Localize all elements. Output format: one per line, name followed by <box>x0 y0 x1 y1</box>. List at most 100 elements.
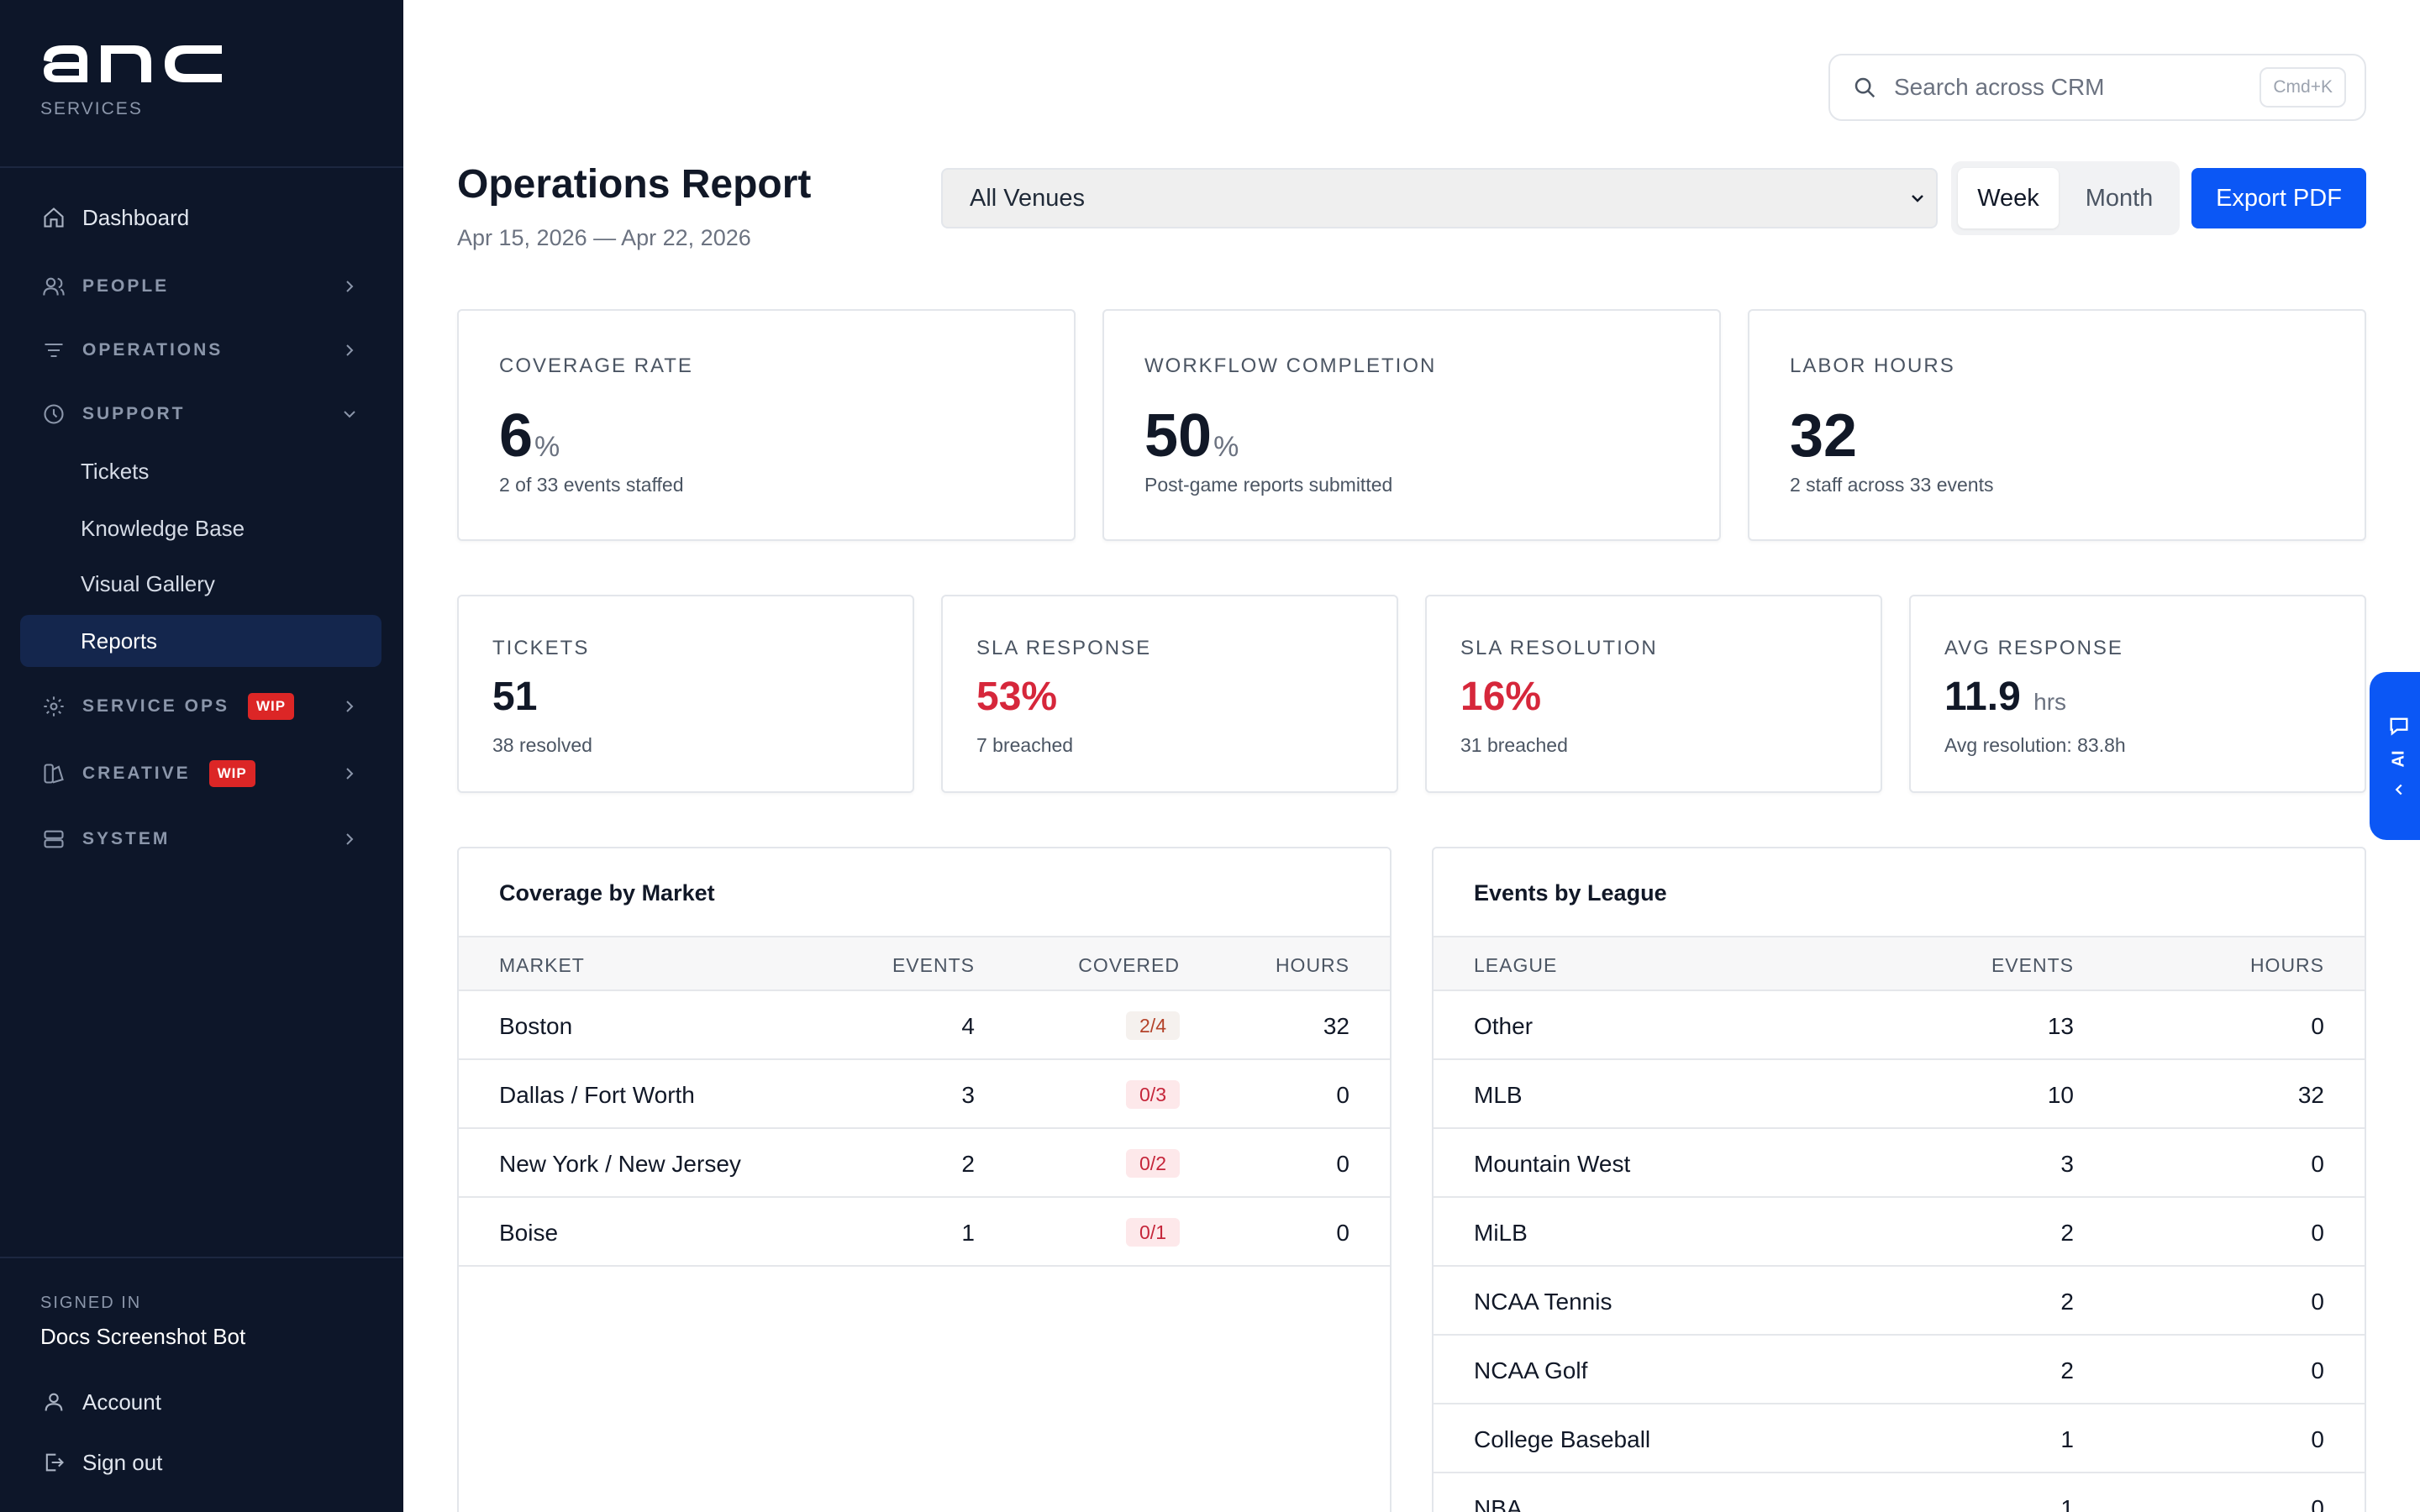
export-pdf-button[interactable]: Export PDF <box>2191 168 2366 228</box>
card-label: SLA RESOLUTION <box>1460 637 1658 659</box>
chevron-right-icon <box>346 833 354 845</box>
signed-in-label: SIGNED IN <box>40 1294 142 1312</box>
column-header-covered[interactable]: COVERED <box>1078 954 1180 976</box>
card-label: SLA RESPONSE <box>976 637 1152 659</box>
events-cell: 3 <box>2060 1151 2074 1177</box>
column-header-market[interactable]: MARKET <box>499 954 585 976</box>
column-header-events[interactable]: EVENTS <box>1991 954 2074 976</box>
column-header-events[interactable]: EVENTS <box>892 954 975 976</box>
sidebar-item-knowledge-base[interactable]: Knowledge Base <box>81 515 245 541</box>
sidebar-item-reports[interactable]: Reports <box>20 615 381 667</box>
period-month-button[interactable]: Month <box>2085 184 2154 212</box>
hours-cell: 0 <box>1336 1220 1349 1246</box>
table-row[interactable]: Boston 4 2/4 32 <box>459 991 1390 1060</box>
card-value: 53% <box>976 675 1058 719</box>
table-row[interactable]: Other 13 0 <box>1434 991 2365 1060</box>
market-cell: Boise <box>499 1220 559 1246</box>
sidebar-item-dashboard[interactable]: Dashboard <box>20 192 381 244</box>
league-cell: NCAA Tennis <box>1474 1289 1612 1315</box>
column-header-hours[interactable]: HOURS <box>2249 954 2324 976</box>
column-header-league[interactable]: LEAGUE <box>1474 954 1558 976</box>
table-header: MARKET EVENTS COVERED HOURS <box>459 936 1390 991</box>
labor-hours-card: LABOR HOURS 32 2 staff across 33 events <box>1748 309 2366 541</box>
table-row[interactable]: College Baseball 1 0 <box>1434 1404 2365 1473</box>
sidebar-section-label: SERVICE OPS <box>82 696 229 716</box>
avg-response-card: AVG RESPONSE 11.9 hrs Avg resolution: 83… <box>1909 595 2366 793</box>
sign-out-label: Sign out <box>82 1449 163 1475</box>
events-by-league-panel: Events by League LEAGUE EVENTS HOURS Oth… <box>1432 847 2366 1512</box>
card-label: LABOR HOURS <box>1790 354 1955 377</box>
search-box[interactable]: Cmd+K <box>1828 54 2366 121</box>
avg-response-unit: hrs <box>2033 689 2067 715</box>
chevron-right-icon <box>346 701 354 712</box>
coverage-unit: % <box>534 431 560 463</box>
hours-cell: 32 <box>2297 1082 2324 1108</box>
table-row[interactable]: MLB 10 32 <box>1434 1060 2365 1129</box>
table-header: LEAGUE EVENTS HOURS <box>1434 936 2365 991</box>
date-range: Apr 15, 2026 — Apr 22, 2026 <box>457 225 751 250</box>
coverage-rate-card: COVERAGE RATE 6% 2 of 33 events staffed <box>457 309 1076 541</box>
sidebar-section-support[interactable]: SUPPORT <box>20 388 381 440</box>
keyboard-shortcut-hint: Cmd+K <box>2260 67 2346 108</box>
hours-cell: 0 <box>2311 1426 2324 1452</box>
chevron-right-icon <box>346 281 354 292</box>
league-cell: Other <box>1474 1013 1534 1039</box>
events-cell: 10 <box>2047 1082 2074 1108</box>
card-value: 32 <box>1790 402 1858 470</box>
ai-tab-label: AI <box>2389 750 2408 767</box>
sidebar-section-operations[interactable]: OPERATIONS <box>20 324 381 376</box>
ai-assistant-tab[interactable]: AI <box>2370 672 2420 840</box>
coverage-by-market-panel: Coverage by Market MARKET EVENTS COVERED… <box>457 847 1392 1512</box>
hours-cell: 0 <box>2311 1220 2324 1246</box>
sidebar-section-system[interactable]: SYSTEM <box>20 813 381 865</box>
league-cell: Mountain West <box>1474 1151 1631 1177</box>
card-value: 11.9 hrs <box>1944 674 2066 720</box>
events-cell: 4 <box>961 1013 975 1039</box>
events-cell: 1 <box>961 1220 975 1246</box>
league-cell: NBA <box>1474 1495 1523 1512</box>
table-row[interactable]: Mountain West 3 0 <box>1434 1129 2365 1198</box>
panel-title: Coverage by Market <box>499 880 715 906</box>
sidebar-item-tickets[interactable]: Tickets <box>81 458 150 484</box>
events-cell: 3 <box>961 1082 975 1108</box>
account-link[interactable]: Account <box>20 1376 381 1428</box>
sidebar-divider <box>0 166 403 168</box>
account-label: Account <box>82 1389 161 1415</box>
search-input[interactable] <box>1894 74 2247 101</box>
column-header-hours[interactable]: HOURS <box>1275 954 1349 976</box>
sidebar-item-visual-gallery[interactable]: Visual Gallery <box>81 570 215 596</box>
table-row[interactable]: NCAA Golf 2 0 <box>1434 1336 2365 1404</box>
table-row[interactable]: Dallas / Fort Worth 3 0/3 0 <box>459 1060 1390 1129</box>
events-cell: 13 <box>2047 1013 2074 1039</box>
table-row[interactable]: NBA 1 0 <box>1434 1473 2365 1512</box>
workflow-unit: % <box>1213 431 1239 463</box>
card-value: 51 <box>492 675 538 719</box>
table-row[interactable]: MiLB 2 0 <box>1434 1198 2365 1267</box>
sign-out-link[interactable]: Sign out <box>20 1436 381 1488</box>
hours-cell: 0 <box>2311 1013 2324 1039</box>
sla-response-card: SLA RESPONSE 53% 7 breached <box>941 595 1398 793</box>
table-row[interactable]: NCAA Tennis 2 0 <box>1434 1267 2365 1336</box>
table-row[interactable]: Boise 1 0/1 0 <box>459 1198 1390 1267</box>
chevron-left-icon <box>2395 784 2402 795</box>
hours-cell: 32 <box>1323 1013 1349 1039</box>
card-subtext: 2 of 33 events staffed <box>499 474 684 496</box>
card-label: TICKETS <box>492 637 590 659</box>
brand-subtitle: SERVICES <box>40 99 143 118</box>
sidebar-section-creative[interactable]: CREATIVE WIP <box>20 748 381 800</box>
league-cell: MiLB <box>1474 1220 1528 1246</box>
period-toggle: Week Month <box>1951 161 2180 235</box>
sla-resolution-card: SLA RESOLUTION 16% 31 breached <box>1425 595 1882 793</box>
sidebar-section-label: SUPPORT <box>82 404 186 423</box>
sidebar-section-people[interactable]: PEOPLE <box>20 260 381 312</box>
hours-cell: 0 <box>2311 1151 2324 1177</box>
workflow-completion-card: WORKFLOW COMPLETION 50% Post-game report… <box>1102 309 1721 541</box>
table-row[interactable]: New York / New Jersey 2 0/2 0 <box>459 1129 1390 1198</box>
covered-badge: 0/2 <box>1126 1149 1180 1178</box>
tickets-card: TICKETS 51 38 resolved <box>457 595 914 793</box>
sidebar-section-service-ops[interactable]: SERVICE OPS WIP <box>20 680 381 732</box>
brand-logo[interactable]: anc <box>40 37 225 87</box>
venue-select[interactable]: All Venues <box>941 168 1938 228</box>
period-week-button[interactable]: Week <box>1958 168 2059 228</box>
league-cell: College Baseball <box>1474 1426 1651 1452</box>
